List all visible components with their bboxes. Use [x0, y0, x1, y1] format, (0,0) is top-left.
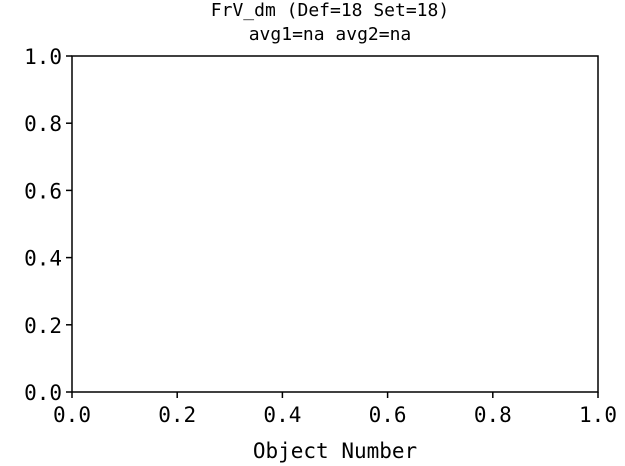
x-tick-label: 0.0 — [53, 403, 91, 427]
y-tick-label: 0.0 — [24, 381, 62, 405]
x-axis: 0.0 0.2 0.4 0.6 0.8 1.0 — [53, 392, 617, 427]
chart-subtitle: avg1=na avg2=na — [249, 24, 412, 45]
x-tick-label: 0.2 — [158, 403, 196, 427]
y-tick-label: 0.4 — [24, 247, 62, 271]
chart-title: FrV_dm (Def=18 Set=18) — [211, 0, 449, 21]
plot-area — [71, 55, 599, 393]
y-tick-label: 1.0 — [24, 45, 62, 69]
y-tick-label: 0.2 — [24, 314, 62, 338]
y-tick-label: 0.8 — [24, 112, 62, 136]
x-tick-label: 1.0 — [579, 403, 617, 427]
x-axis-label: Object Number — [253, 439, 417, 463]
x-tick-label: 0.8 — [474, 403, 512, 427]
x-tick-label: 0.6 — [369, 403, 407, 427]
x-tick-label: 0.4 — [263, 403, 301, 427]
y-tick-label: 0.6 — [24, 179, 62, 203]
y-axis: 0.0 0.2 0.4 0.6 0.8 1.0 — [24, 45, 72, 405]
